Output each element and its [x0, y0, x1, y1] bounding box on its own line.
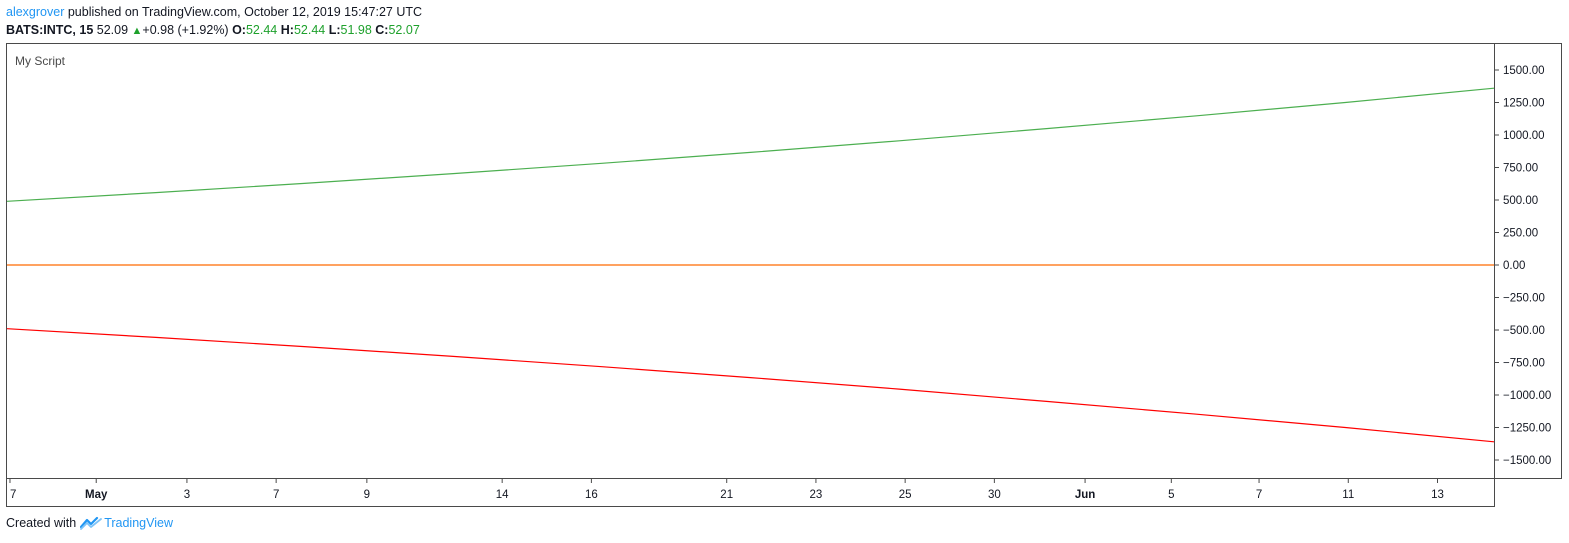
- published-text: published on TradingView.com, October 12…: [64, 5, 423, 19]
- tradingview-brand[interactable]: TradingView: [80, 516, 173, 530]
- high-value: 52.44: [293, 23, 326, 37]
- series-layer: [6, 87, 1495, 443]
- close-label: C:: [375, 23, 389, 37]
- last-price: 52.09: [96, 23, 129, 37]
- tradingview-logo-icon: [80, 516, 103, 530]
- y-tick-label: 500.00: [1503, 195, 1538, 207]
- x-tick-label: 7: [10, 489, 16, 501]
- x-tick-label: 25: [899, 489, 912, 501]
- created-with-label: Created with: [6, 516, 77, 530]
- x-tick-label: 13: [1431, 489, 1444, 501]
- x-tick-label: 21: [720, 489, 733, 501]
- price-change: +0.98 (+1.92%): [142, 23, 229, 37]
- price-axis[interactable]: 1500.00 1250.00 1000.00 750.00 500.00 250.00 0…: [1495, 65, 1551, 467]
- x-tick-label: 11: [1342, 489, 1354, 501]
- y-tick-label: 1000.00: [1503, 130, 1545, 142]
- x-tick-label: May: [85, 489, 108, 501]
- y-tick-label: −500.00: [1503, 325, 1545, 337]
- x-tick-label: 16: [585, 489, 598, 501]
- symbol-info: BATS:INTC, 15 52.09 ▲+0.98 (+1.92%) O:52…: [6, 23, 420, 37]
- x-tick-label: 7: [273, 489, 279, 501]
- x-tick-label: 7: [1256, 489, 1262, 501]
- symbol-label: BATS:INTC, 15: [6, 23, 94, 37]
- x-tick-label: Jun: [1075, 489, 1095, 501]
- y-tick-label: −1000.00: [1503, 390, 1551, 402]
- low-value: 51.98: [340, 23, 372, 37]
- y-tick-label: −1500.00: [1503, 455, 1551, 467]
- y-tick-label: −750.00: [1503, 358, 1545, 370]
- x-tick-label: 23: [810, 489, 823, 501]
- x-tick-label: 14: [496, 489, 509, 501]
- close-value: 52.07: [388, 23, 420, 37]
- y-tick-label: 0.00: [1503, 260, 1525, 272]
- script-title: My Script: [15, 54, 66, 68]
- x-tick-label: 9: [364, 489, 370, 501]
- x-tick-label: 3: [184, 489, 190, 501]
- series-line-3: [6, 328, 1495, 443]
- open-label: O:: [232, 23, 246, 37]
- low-label: L:: [328, 23, 341, 37]
- up-arrow-icon: ▲: [131, 25, 143, 37]
- y-tick-label: 1250.00: [1503, 98, 1545, 110]
- tradingview-brand-label: TradingView: [104, 516, 173, 530]
- footer: Created with TradingView: [6, 516, 173, 530]
- open-value: 52.44: [245, 23, 278, 37]
- y-tick-label: 250.00: [1503, 228, 1538, 240]
- x-tick-label: 5: [1168, 489, 1174, 501]
- high-label: H:: [280, 23, 294, 37]
- series-line-1: [6, 87, 1495, 202]
- y-tick-label: 750.00: [1503, 163, 1538, 175]
- x-tick-label: 30: [988, 489, 1001, 501]
- y-tick-label: −250.00: [1503, 293, 1545, 305]
- time-axis[interactable]: 7 May 3 7 9 14 16 21 23 25 30 Jun 5 7 11 13: [9, 479, 1444, 501]
- y-tick-label: −1250.00: [1503, 423, 1551, 435]
- y-tick-label: 1500.00: [1503, 65, 1545, 77]
- publish-info: alexgrover published on TradingView.com,…: [6, 5, 422, 19]
- author-link[interactable]: alexgrover: [6, 5, 65, 19]
